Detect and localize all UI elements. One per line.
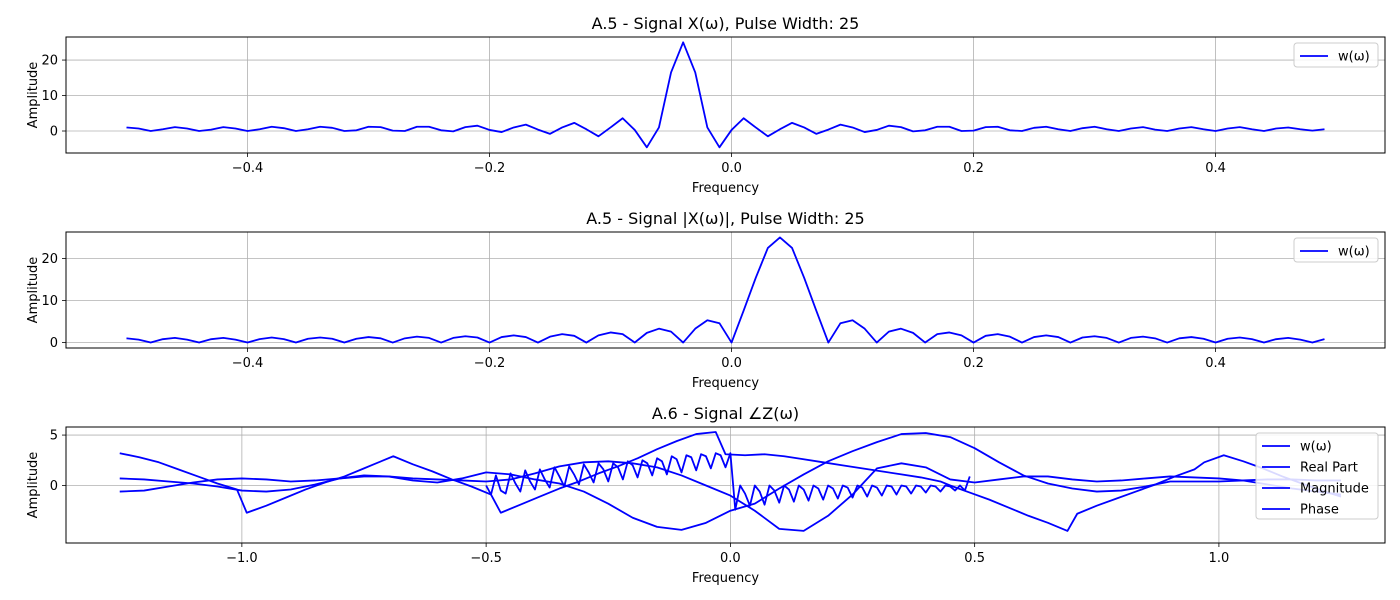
axes-frame bbox=[65, 231, 1386, 349]
y-tick-label: 20 bbox=[41, 54, 58, 69]
x-tick-label: 0.4 bbox=[1205, 161, 1226, 176]
subplot-2: A.5 - Signal |X(ω)|, Pulse Width: 25 −0.4… bbox=[26, 209, 1386, 391]
y-tick-label: 10 bbox=[41, 89, 58, 104]
legend-label: w(ω) bbox=[1338, 245, 1370, 260]
x-tick-label: −0.2 bbox=[474, 356, 506, 371]
x-tick-label: −1.0 bbox=[226, 551, 258, 566]
series-line-4 bbox=[119, 431, 1342, 532]
x-tick-label: −0.5 bbox=[470, 551, 502, 566]
series-line-2 bbox=[119, 460, 1342, 532]
legend-box bbox=[1293, 237, 1379, 263]
legend: w(ω) bbox=[1293, 237, 1379, 263]
y-tick-label: 0 bbox=[50, 125, 58, 140]
y-tick-label: 0 bbox=[50, 479, 58, 494]
series-line-1 bbox=[485, 452, 971, 511]
x-axis-label: Frequency bbox=[692, 376, 759, 391]
x-axis-label: Frequency bbox=[692, 571, 759, 586]
series-line-1 bbox=[126, 41, 1325, 149]
y-tick-label: 10 bbox=[41, 294, 58, 309]
x-axis-label: Frequency bbox=[692, 181, 759, 196]
y-axis-label: Amplitude bbox=[26, 257, 41, 324]
x-tick-label: 0.0 bbox=[720, 551, 741, 566]
x-tick-label: 1.0 bbox=[1209, 551, 1230, 566]
x-tick-label: −0.4 bbox=[232, 161, 264, 176]
chart-title: A.6 - Signal ∠Z(ω) bbox=[652, 404, 799, 423]
subplot-1: A.5 - Signal X(ω), Pulse Width: 25 −0.4 −0… bbox=[26, 14, 1386, 196]
legend-label: Phase bbox=[1300, 503, 1339, 518]
subplot-3: A.6 - Signal ∠Z(ω) −1.0 −0.5 0.0 0.5 1.0 0 5 Fre… bbox=[26, 404, 1386, 586]
legend-box bbox=[1255, 432, 1379, 520]
x-tick-label: 0.0 bbox=[721, 356, 742, 371]
legend: w(ω) bbox=[1293, 42, 1379, 68]
series-line-1 bbox=[126, 236, 1325, 344]
x-tick-label: 0.5 bbox=[964, 551, 985, 566]
x-tick-label: 0.4 bbox=[1205, 356, 1226, 371]
legend-label: w(ω) bbox=[1300, 440, 1332, 455]
legend-box bbox=[1293, 42, 1379, 68]
y-tick-label: 0 bbox=[50, 336, 58, 351]
y-axis-label: Amplitude bbox=[26, 62, 41, 129]
x-tick-label: 0.2 bbox=[963, 356, 984, 371]
legend-label: w(ω) bbox=[1338, 50, 1370, 65]
chart-title: A.5 - Signal |X(ω)|, Pulse Width: 25 bbox=[586, 209, 864, 228]
chart-title: A.5 - Signal X(ω), Pulse Width: 25 bbox=[592, 14, 860, 33]
axes-frame bbox=[65, 426, 1386, 544]
x-tick-label: −0.4 bbox=[232, 356, 264, 371]
y-tick-label: 20 bbox=[41, 252, 58, 267]
axes-frame bbox=[65, 36, 1386, 154]
legend-label: Magnitude bbox=[1300, 482, 1369, 497]
x-tick-label: 0.0 bbox=[721, 161, 742, 176]
x-tick-label: −0.2 bbox=[474, 161, 506, 176]
y-axis-label: Amplitude bbox=[26, 452, 41, 519]
legend: w(ω) Real Part Magnitude Phase bbox=[1255, 432, 1379, 520]
x-tick-label: 0.2 bbox=[963, 161, 984, 176]
y-tick-label: 5 bbox=[50, 429, 58, 444]
legend-label: Real Part bbox=[1300, 461, 1358, 476]
